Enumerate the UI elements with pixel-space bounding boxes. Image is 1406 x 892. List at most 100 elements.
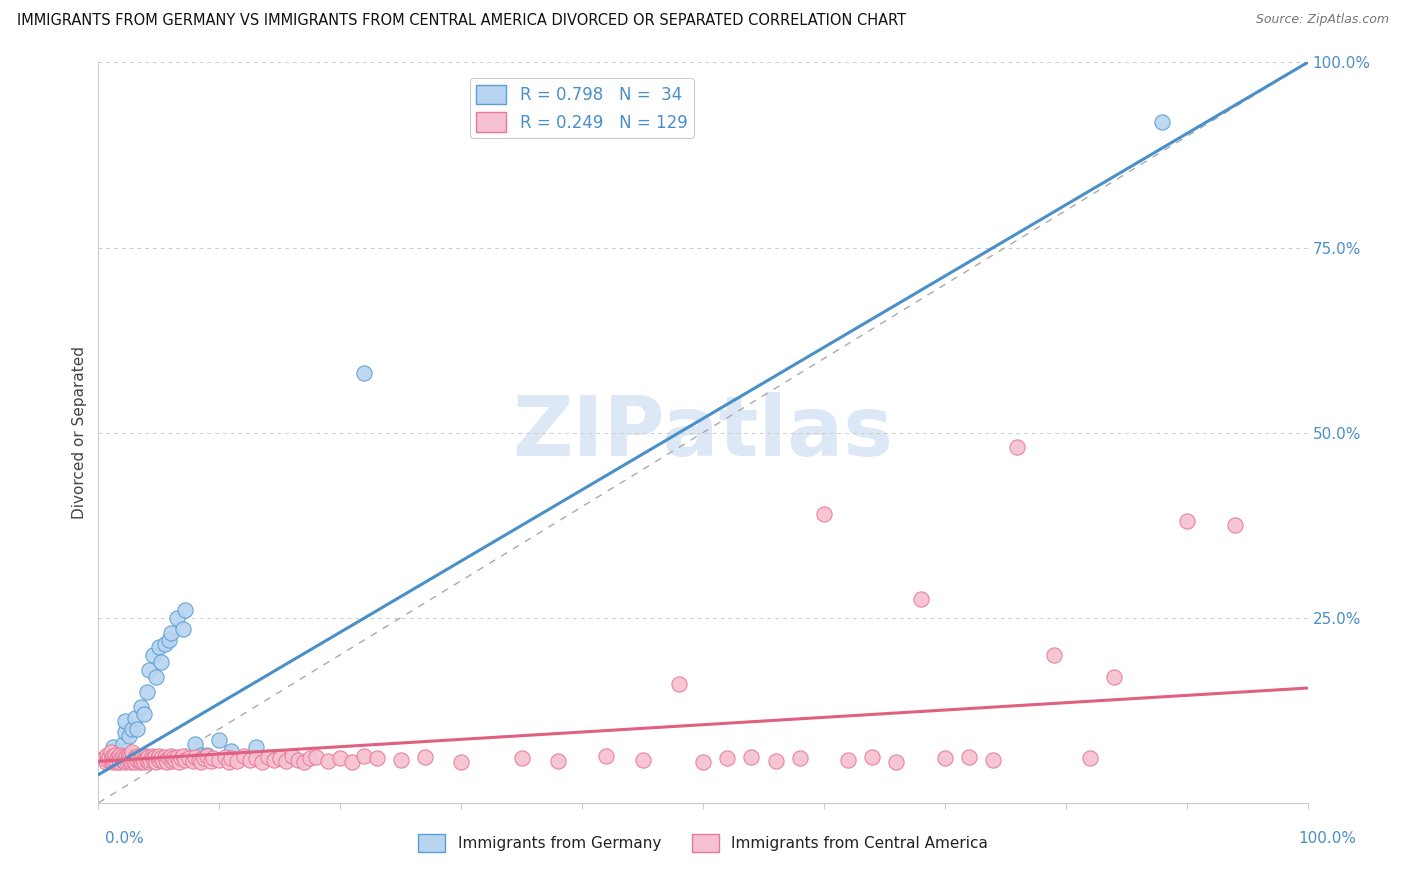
Point <box>1042 648 1064 662</box>
Point <box>837 753 859 767</box>
Point <box>160 625 183 640</box>
Point <box>195 749 218 764</box>
Point <box>143 750 166 764</box>
Point <box>152 754 174 768</box>
Point <box>269 751 291 765</box>
Point <box>274 754 297 768</box>
Point <box>172 749 194 764</box>
Point <box>153 750 176 764</box>
Point <box>765 754 787 768</box>
Point <box>160 754 183 768</box>
Point <box>179 751 201 765</box>
Point <box>166 750 188 764</box>
Point <box>128 755 150 769</box>
Point <box>169 755 191 769</box>
Point <box>281 749 304 764</box>
Point <box>179 751 201 765</box>
Point <box>155 753 177 767</box>
Point <box>129 751 152 765</box>
Point <box>547 754 569 768</box>
Point <box>124 755 146 769</box>
Point <box>886 755 908 769</box>
Point <box>108 747 131 762</box>
Point <box>100 746 122 760</box>
Point <box>105 755 128 769</box>
Point <box>245 751 267 765</box>
Point <box>150 655 173 669</box>
Point <box>111 737 134 751</box>
Point <box>134 706 156 721</box>
Point <box>813 507 835 521</box>
Point <box>510 751 533 765</box>
Point <box>692 755 714 769</box>
Point <box>1102 670 1125 684</box>
Point <box>134 755 156 769</box>
Point <box>98 750 121 764</box>
Point <box>389 753 412 767</box>
Point <box>142 648 165 662</box>
Point <box>193 751 215 765</box>
Point <box>112 753 135 767</box>
Point <box>239 753 262 767</box>
Point <box>124 750 146 764</box>
Point <box>146 751 169 765</box>
Point <box>957 750 980 764</box>
Point <box>245 740 267 755</box>
Point <box>202 751 225 765</box>
Point <box>195 747 218 762</box>
Point <box>107 750 129 764</box>
Point <box>100 751 122 765</box>
Point <box>122 754 145 768</box>
Point <box>118 753 141 767</box>
Point <box>174 753 197 767</box>
Point <box>115 751 138 765</box>
Point <box>127 753 149 767</box>
Point <box>353 367 375 381</box>
Point <box>218 755 240 769</box>
Point <box>190 747 212 762</box>
Point <box>631 753 654 767</box>
Point <box>136 750 159 764</box>
Text: 0.0%: 0.0% <box>105 831 145 846</box>
Point <box>169 751 191 765</box>
Point <box>163 753 186 767</box>
Point <box>135 751 157 765</box>
Point <box>124 711 146 725</box>
Text: Source: ZipAtlas.com: Source: ZipAtlas.com <box>1256 13 1389 27</box>
Point <box>135 754 157 768</box>
Point <box>121 751 143 765</box>
Point <box>184 750 207 764</box>
Text: IMMIGRANTS FROM GERMANY VS IMMIGRANTS FROM CENTRAL AMERICA DIVORCED OR SEPARATED: IMMIGRANTS FROM GERMANY VS IMMIGRANTS FR… <box>17 13 905 29</box>
Point <box>114 714 136 729</box>
Point <box>740 750 762 764</box>
Point <box>142 751 165 765</box>
Point <box>187 753 209 767</box>
Point <box>139 753 162 767</box>
Point <box>221 751 243 765</box>
Point <box>118 747 141 762</box>
Point <box>1007 441 1029 455</box>
Point <box>208 753 231 767</box>
Point <box>172 622 194 636</box>
Point <box>148 753 170 767</box>
Point <box>342 755 364 769</box>
Point <box>668 677 690 691</box>
Point <box>148 749 170 764</box>
Point <box>156 755 179 769</box>
Point <box>132 753 155 767</box>
Point <box>366 751 388 765</box>
Point <box>450 755 472 769</box>
Point <box>111 749 134 764</box>
Point <box>305 750 328 764</box>
Point <box>716 751 738 765</box>
Point <box>127 749 149 764</box>
Point <box>263 753 285 767</box>
Point <box>135 685 157 699</box>
Point <box>105 751 128 765</box>
Point <box>221 744 243 758</box>
Point <box>94 755 117 769</box>
Point <box>100 754 122 768</box>
Point <box>226 754 249 768</box>
Point <box>153 637 176 651</box>
Point <box>181 754 204 768</box>
